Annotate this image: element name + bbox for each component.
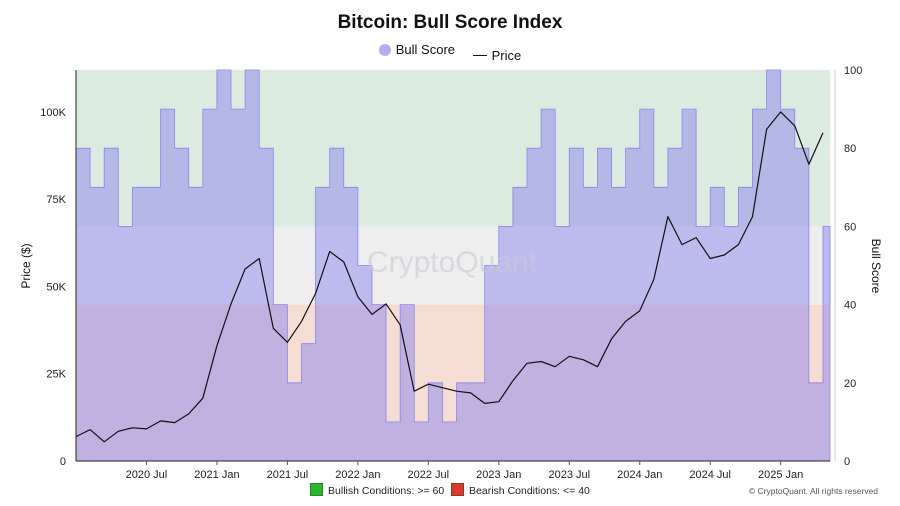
chart-title: Bitcoin: Bull Score Index — [337, 12, 563, 33]
y-right-tick-label: 0 — [844, 456, 850, 468]
copyright: © CryptoQuant. All rights reserved — [748, 486, 878, 496]
y-right-axis-title: Bull Score — [869, 239, 883, 294]
conditions-legend: Bullish Conditions: >= 60 Bearish Condit… — [0, 483, 900, 497]
price-series — [75, 111, 824, 443]
y-left-tick-label: 0 — [60, 456, 66, 468]
x-tick-label: 2023 Jan — [476, 469, 521, 481]
legend-swatch-bull-score — [378, 43, 391, 56]
x-tick-label: 2025 Jan — [758, 469, 803, 481]
bullish-label: Bullish Conditions: >= 60 — [328, 485, 445, 497]
legend-label-bull-score: Bull Score — [395, 42, 455, 57]
y-right-tick-label: 60 — [844, 221, 856, 233]
y-left-tick-label: 100K — [40, 107, 66, 119]
y-right-tick-label: 40 — [844, 300, 856, 312]
x-tick-label: 2022 Jan — [335, 469, 380, 481]
x-tick-label: 2024 Jul — [689, 469, 731, 481]
legend-label-price: Price — [491, 47, 522, 63]
x-tick-label: 2023 Jul — [548, 469, 590, 481]
x-tick-label: 2021 Jan — [194, 469, 239, 481]
legend-item-price[interactable]: Price — [472, 47, 522, 63]
bull-score-area — [75, 69, 831, 462]
x-tick-label: 2024 Jan — [617, 469, 662, 481]
bearish-label: Bearish Conditions: <= 40 — [469, 485, 590, 497]
y-left-tick-label: 25K — [46, 369, 66, 381]
y-left-tick-label: 50K — [46, 281, 66, 293]
watermark: CryptoQuant — [367, 246, 538, 279]
legend: Bull Score Price — [0, 42, 900, 63]
bullish-swatch — [310, 483, 324, 496]
y-left-axis-title: Price ($) — [19, 243, 33, 288]
y-right-tick-label: 20 — [844, 378, 856, 390]
x-tick-label: 2021 Jul — [267, 469, 309, 481]
price-line — [75, 111, 824, 443]
axes: 0 25K 50K 75K 100K 0 20 40 60 80 100 2020 Jul 2021 J… — [40, 65, 862, 481]
x-tick-label: 2020 Jul — [126, 469, 168, 481]
bearish-swatch — [451, 483, 465, 496]
bull-score-series — [75, 69, 831, 462]
legend-item-bull-score[interactable]: Bull Score — [378, 42, 455, 57]
y-right-tick-label: 80 — [844, 143, 856, 155]
y-left-tick-label: 75K — [46, 194, 66, 206]
y-right-tick-label: 100 — [844, 65, 862, 77]
legend-swatch-price — [472, 54, 487, 56]
x-tick-label: 2022 Jul — [408, 469, 450, 481]
